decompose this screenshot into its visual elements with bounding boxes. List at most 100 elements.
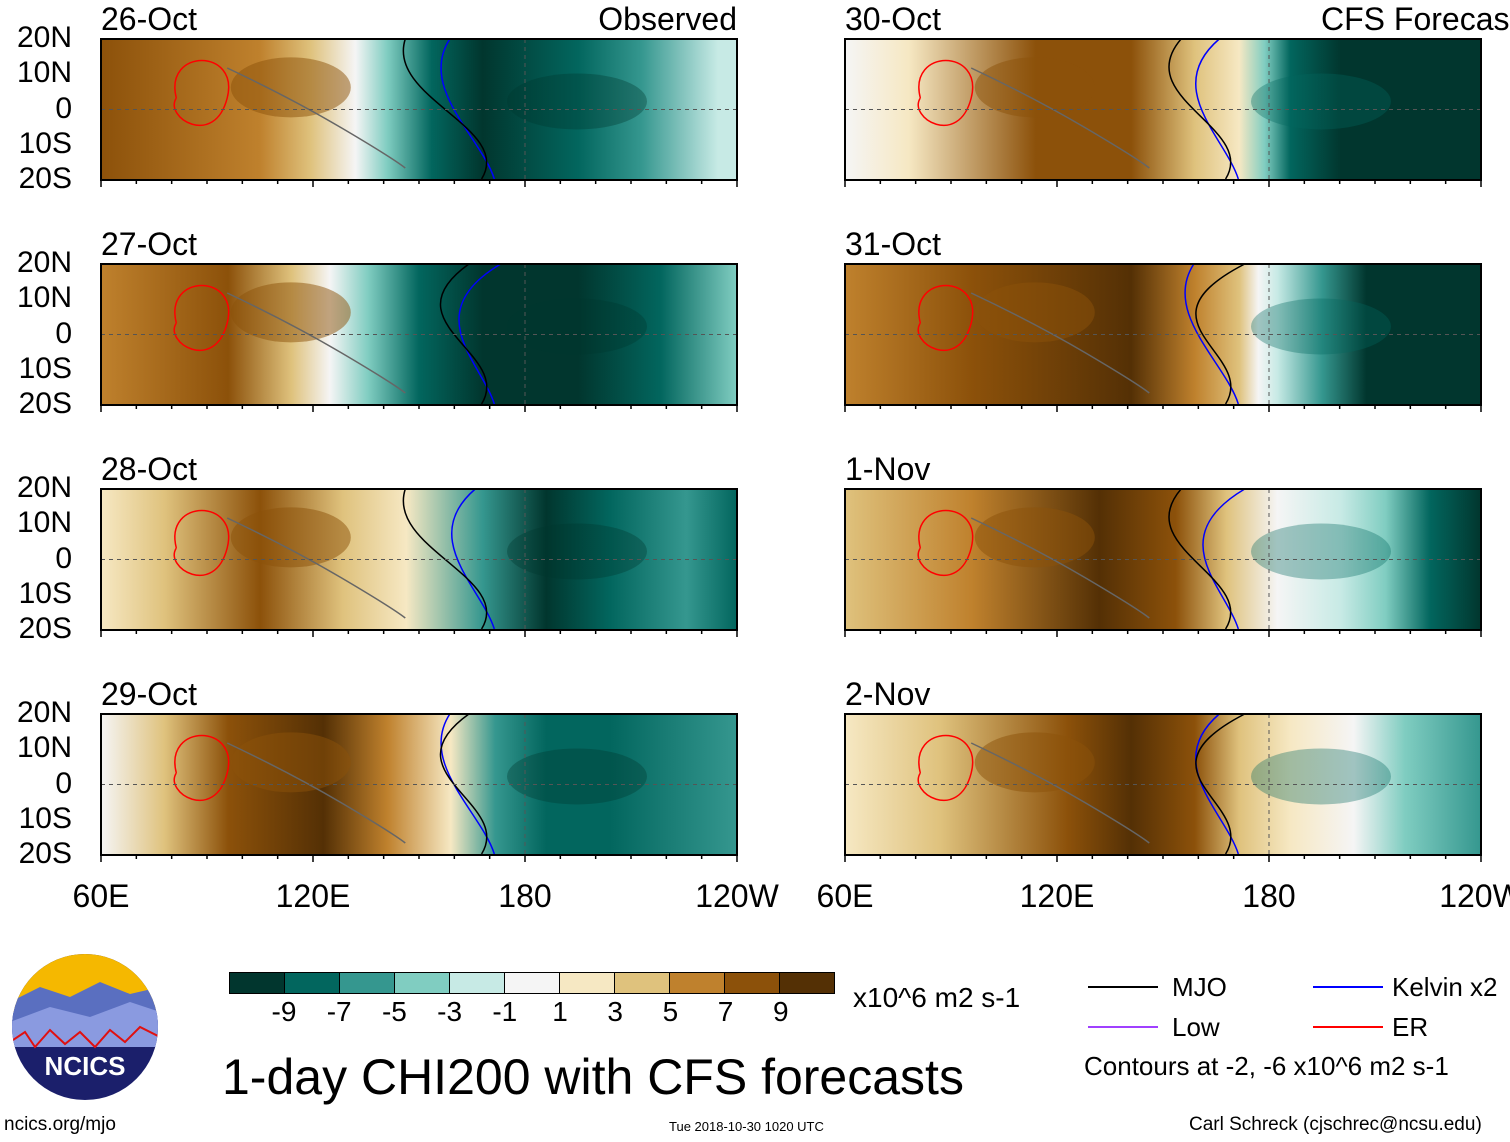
colorbar-label: -7 xyxy=(326,996,352,1027)
lon-tick-label: 120E xyxy=(275,878,351,914)
colorbar-label: 1 xyxy=(552,996,568,1027)
colorbar-swatch xyxy=(284,972,340,994)
lat-tick-label: 20S xyxy=(18,837,72,870)
lat-tick-label: 0 xyxy=(55,316,72,350)
colorbar-label: -1 xyxy=(492,996,518,1027)
map-panel xyxy=(100,263,738,412)
mjo-contour xyxy=(439,263,488,405)
mjo-contour xyxy=(402,488,488,630)
lat-tick-label: 10S xyxy=(18,351,72,385)
map-panel xyxy=(844,713,1482,862)
colorbar-swatch xyxy=(229,972,285,994)
footer-author: Carl Schreck (cjschrec@ncsu.edu) xyxy=(1189,1114,1482,1135)
footer-timestamp: Tue 2018-10-30 1020 UTC xyxy=(669,1119,824,1134)
lat-tick-label: 10N xyxy=(16,56,72,90)
map-panel xyxy=(844,488,1482,637)
legend-line-er xyxy=(1313,1026,1383,1028)
panel-date: 2-Nov xyxy=(845,676,931,712)
lon-tick-label: 120E xyxy=(1019,878,1095,914)
lat-tick-label: 10S xyxy=(18,126,72,160)
er-contour xyxy=(173,509,230,577)
colorbar-swatch xyxy=(669,972,725,994)
er-contour xyxy=(173,59,230,127)
colorbar-label: 7 xyxy=(717,996,734,1027)
kelvin-contour xyxy=(1202,488,1246,630)
panel-date: 29-Oct xyxy=(101,676,198,712)
er-contour xyxy=(917,284,974,352)
lat-tick-label: 10N xyxy=(16,281,72,315)
colorbar-label: 9 xyxy=(773,996,789,1027)
coastline xyxy=(970,742,1150,844)
colorbar-label: -9 xyxy=(271,996,297,1027)
lat-tick-label: 10S xyxy=(18,801,72,835)
map-panel xyxy=(844,38,1482,187)
lat-tick-label: 20N xyxy=(16,246,72,279)
legend-label-low: Low xyxy=(1172,1012,1220,1042)
figure-title: 1-day CHI200 with CFS forecasts xyxy=(222,1049,964,1105)
ncics-logo: NCICS xyxy=(12,954,158,1100)
colorbar-swatch xyxy=(614,972,670,994)
mjo-contour xyxy=(402,38,488,180)
legend-line-low xyxy=(1088,1026,1158,1028)
coastline xyxy=(970,517,1150,619)
lat-tick-label: 10N xyxy=(16,506,72,540)
lat-tick-label: 20S xyxy=(18,612,72,645)
colorbar-swatch xyxy=(504,972,560,994)
kelvin-contour xyxy=(458,263,502,405)
colorbar-swatch xyxy=(339,972,395,994)
mjo-contour xyxy=(1168,488,1232,630)
colorbar-label: -3 xyxy=(437,996,463,1027)
legend-label-mjo: MJO xyxy=(1172,972,1227,1002)
panel-date: 28-Oct xyxy=(101,451,198,487)
kelvin-contour xyxy=(1184,263,1240,405)
panel-date: 30-Oct xyxy=(845,1,942,37)
er-contour xyxy=(173,284,230,352)
panel-label: Observed xyxy=(598,1,737,37)
legend-label-kelvin: Kelvin x2 xyxy=(1392,972,1498,1002)
mjo-contour xyxy=(1195,263,1246,405)
coastline xyxy=(970,292,1150,394)
lon-tick-label: 120W xyxy=(1439,878,1510,914)
coastline xyxy=(226,742,406,844)
er-contour xyxy=(173,734,230,802)
lat-tick-label: 0 xyxy=(55,541,72,575)
lon-tick-label: 180 xyxy=(498,878,552,914)
colorbar-swatch xyxy=(724,972,780,994)
panel-date: 31-Oct xyxy=(845,226,942,262)
er-contour xyxy=(917,734,974,802)
legend-line-kelvin xyxy=(1313,986,1383,988)
kelvin-contour xyxy=(440,38,496,180)
svg-text:NCICS: NCICS xyxy=(45,1051,126,1081)
er-contour xyxy=(917,59,974,127)
coastline xyxy=(226,67,406,169)
lon-tick-label: 180 xyxy=(1242,878,1296,914)
contour-note: Contours at -2, -6 x10^6 m2 s-1 xyxy=(1084,1051,1449,1081)
lat-tick-label: 20N xyxy=(16,21,72,54)
mjo-contour xyxy=(1168,38,1232,180)
mjo-contour xyxy=(439,713,488,855)
map-panel xyxy=(100,38,738,187)
mjo-contour xyxy=(1195,713,1246,855)
lat-tick-label: 20S xyxy=(18,387,72,420)
colorbar-units: x10^6 m2 s-1 xyxy=(853,982,1021,1013)
footer-url[interactable]: ncics.org/mjo xyxy=(4,1114,116,1135)
lon-tick-label: 60E xyxy=(72,878,130,914)
colorbar-swatch xyxy=(449,972,505,994)
lat-tick-label: 20N xyxy=(16,696,72,729)
lon-tick-label: 120W xyxy=(695,878,779,914)
lat-tick-label: 0 xyxy=(55,766,72,800)
colorbar-label: 3 xyxy=(607,996,623,1027)
lat-tick-label: 10N xyxy=(16,731,72,765)
lat-tick-label: 0 xyxy=(55,91,72,125)
map-panel xyxy=(844,263,1482,412)
panel-date: 27-Oct xyxy=(101,226,198,262)
kelvin-contour xyxy=(451,488,496,630)
legend-label-er: ER xyxy=(1392,1012,1429,1042)
map-panel xyxy=(100,713,738,862)
kelvin-contour xyxy=(1195,713,1240,855)
colorbar-swatch xyxy=(394,972,450,994)
colorbar-swatch xyxy=(559,972,615,994)
coastline xyxy=(970,67,1150,169)
legend-line-mjo xyxy=(1088,986,1158,988)
